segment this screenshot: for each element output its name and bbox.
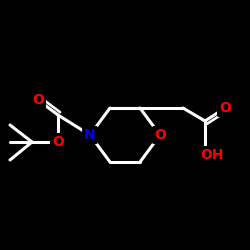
Text: OH: OH (200, 148, 224, 162)
Text: O: O (52, 135, 64, 149)
Text: O: O (219, 101, 231, 115)
Text: O: O (154, 128, 166, 142)
Text: N: N (84, 128, 96, 142)
Text: O: O (32, 93, 44, 107)
